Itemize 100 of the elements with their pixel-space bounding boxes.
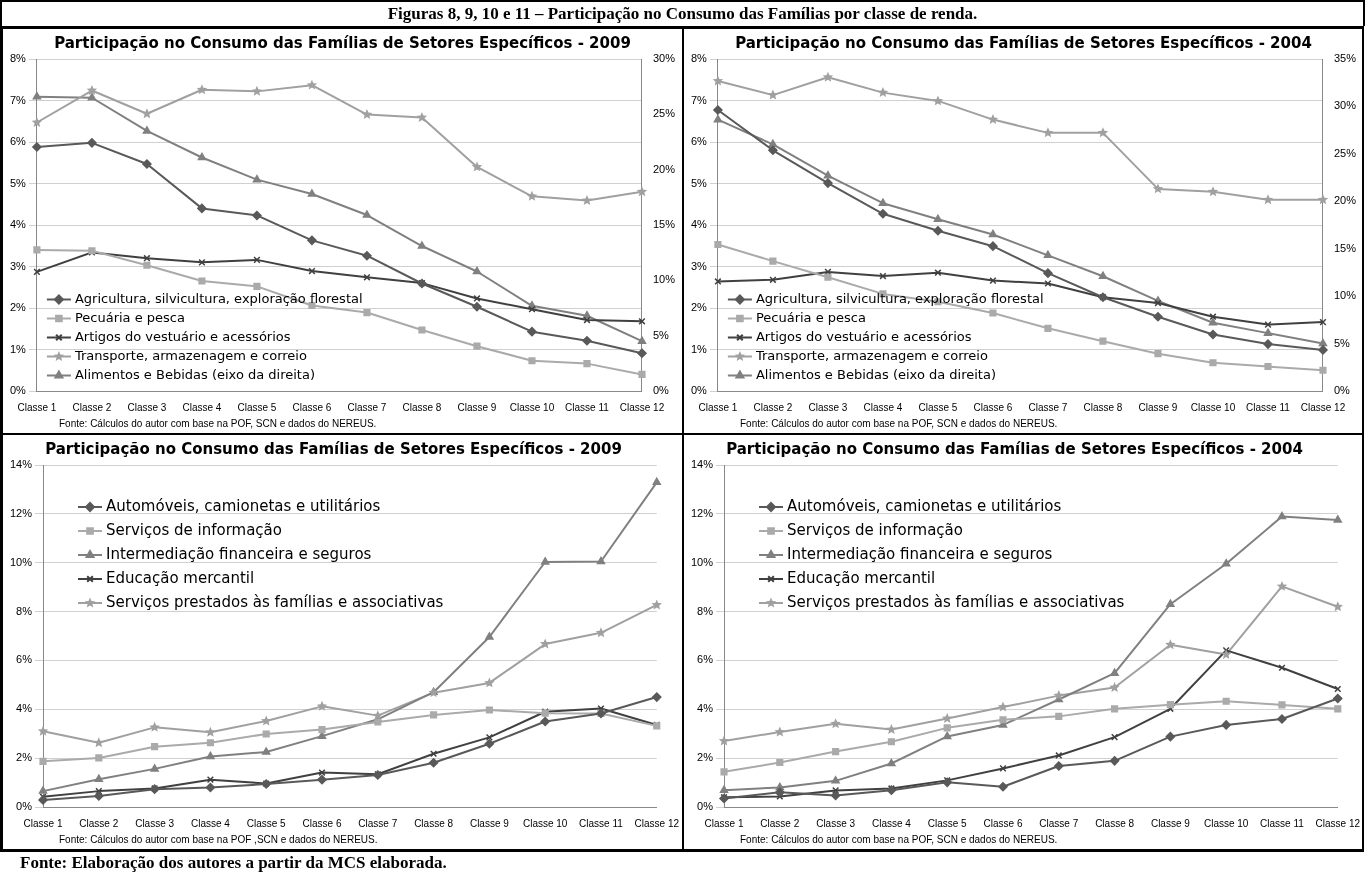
x-tick-label: Classe 11 [565, 401, 610, 413]
x-tick-label: Classe 7 [1028, 401, 1068, 413]
x-tick-label: Classe 2 [760, 817, 800, 829]
x-tick-label: Classe 6 [973, 401, 1013, 413]
y2-tick-label: 5% [652, 328, 670, 341]
y-tick-label: 2% [697, 751, 714, 764]
source-note: Fonte: Cálculos do autor com base na POF, SCN e dados do NEREUS. [739, 833, 1059, 847]
legend-label: Alimentos e Bebidas (eixo da direita) [74, 366, 315, 382]
x-tick-label: Classe 1 [23, 817, 63, 829]
y-tick-label: 0% [9, 384, 27, 397]
y-tick-label: 12% [9, 506, 33, 519]
x-tick-label: Classe 1 [698, 401, 738, 413]
x-tick-label: Classe 10 [1190, 401, 1236, 413]
x-tick-label: Classe 10 [509, 401, 555, 413]
y-tick-label: 0% [697, 800, 714, 813]
x-tick-label: Classe 3 [135, 817, 175, 829]
x-tick-label: Classe 12 [634, 817, 680, 829]
legend-label: Pecuária e pesca [755, 309, 866, 325]
y-tick-label: 3% [690, 259, 708, 272]
legend-label: Educação mercantil [106, 568, 255, 587]
x-tick-label: Classe 5 [918, 401, 958, 413]
source-note: Fonte: Cálculos do autor com base na POF ,SCN e dados do NEREUS. [58, 833, 379, 847]
y-tick-label: 6% [697, 653, 714, 666]
source-note: Fonte: Cálculos do autor com base na POF, SCN e dados do NEREUS. [58, 417, 378, 431]
y-tick-label: 3% [9, 259, 27, 272]
y2-tick-label: 25% [1333, 146, 1357, 159]
x-tick-label: Classe 9 [1138, 401, 1178, 413]
x-tick-label: Classe 12 [1300, 401, 1346, 413]
y-tick-label: 4% [697, 702, 714, 715]
legend-label: Serviços de informação [106, 520, 282, 539]
y-tick-label: 2% [690, 301, 708, 314]
y-tick-label: 0% [16, 800, 33, 813]
x-tick-label: Classe 8 [1095, 817, 1135, 829]
x-tick-label: Classe 5 [237, 401, 277, 413]
x-tick-label: Classe 1 [17, 401, 57, 413]
y-tick-label: 1% [690, 342, 708, 355]
source-note: Fonte: Elaboração dos autores a partir da MCS elaborada. [20, 852, 448, 874]
y2-tick-label: 25% [652, 107, 676, 120]
x-tick-label: Classe 4 [871, 817, 912, 829]
y-tick-label: 12% [690, 506, 714, 519]
y-tick-label: 10% [690, 555, 714, 568]
x-tick-label: Classe 8 [402, 401, 442, 413]
x-tick-label: Classe 3 [816, 817, 856, 829]
y-tick-label: 8% [16, 604, 33, 617]
chart-title: Participação no Consumo das Famílias de Setores Específicos - 2004 [735, 33, 1312, 52]
x-tick-label: Classe 8 [414, 817, 454, 829]
legend-label: Intermediação financeira e seguros [106, 544, 372, 563]
y-tick-label: 6% [9, 135, 27, 148]
y-tick-label: 4% [16, 702, 33, 715]
legend-label: Intermediação financeira e seguros [787, 544, 1053, 563]
y2-tick-label: 35% [1333, 52, 1357, 65]
y-tick-label: 5% [9, 176, 27, 189]
y2-tick-label: 15% [652, 218, 676, 231]
y-tick-label: 2% [16, 751, 33, 764]
y-tick-label: 14% [690, 458, 714, 471]
y-tick-label: 1% [9, 342, 27, 355]
y-tick-label: 10% [9, 555, 33, 568]
y-tick-label: 7% [690, 93, 708, 106]
x-tick-label: Classe 12 [1315, 817, 1361, 829]
y2-tick-label: 0% [652, 384, 670, 397]
x-tick-label: Classe 4 [863, 401, 903, 413]
legend-label: Educação mercantil [787, 568, 936, 587]
x-tick-label: Classe 7 [1039, 817, 1079, 829]
legend-label: Automóveis, camionetas e utilitários [106, 496, 381, 515]
y2-tick-label: 30% [652, 52, 676, 65]
y-tick-label: 5% [690, 176, 708, 189]
x-tick-label: Classe 3 [808, 401, 848, 413]
chart-title: Participação no Consumo das Famílias de Setores Específicos - 2004 [726, 439, 1303, 458]
y-tick-label: 8% [697, 604, 714, 617]
x-tick-label: Classe 5 [246, 817, 287, 829]
x-tick-label: Classe 5 [927, 817, 968, 829]
legend-label: Serviços prestados às famílias e associativas [106, 592, 444, 611]
y-tick-label: 8% [690, 52, 708, 65]
x-tick-label: Classe 11 [1260, 817, 1305, 829]
x-tick-label: Classe 8 [1083, 401, 1123, 413]
legend-label: Agricultura, silvicultura, exploração florestal [755, 290, 1044, 306]
x-tick-label: Classe 6 [983, 817, 1023, 829]
x-tick-label: Classe 11 [1246, 401, 1291, 413]
y2-tick-label: 0% [1333, 384, 1351, 397]
x-tick-label: Classe 3 [127, 401, 167, 413]
y-tick-label: 4% [690, 218, 708, 231]
x-tick-label: Classe 4 [190, 817, 231, 829]
legend-label: Artigos do vestuário e acessórios [74, 328, 291, 344]
y2-tick-label: 10% [1333, 289, 1357, 302]
legend-label: Transporte, armazenagem e correio [73, 347, 307, 363]
x-tick-label: Classe 6 [292, 401, 332, 413]
x-tick-label: Classe 9 [1150, 817, 1191, 829]
legend-label: Transporte, armazenagem e correio [754, 347, 988, 363]
legend-label: Automóveis, camionetas e utilitários [787, 496, 1062, 515]
x-tick-label: Classe 2 [753, 401, 793, 413]
y2-tick-label: 30% [1333, 99, 1357, 112]
source-note: Fonte: Cálculos do autor com base na POF, SCN e dados do NEREUS. [739, 417, 1059, 431]
y-tick-label: 7% [9, 93, 27, 106]
x-tick-label: Classe 7 [347, 401, 387, 413]
y-tick-label: 0% [690, 384, 708, 397]
x-tick-label: Classe 6 [302, 817, 342, 829]
legend-label: Agricultura, silvicultura, exploração florestal [74, 290, 363, 306]
y2-tick-label: 10% [652, 273, 676, 286]
x-tick-label: Classe 9 [457, 401, 497, 413]
chart-title: Participação no Consumo das Famílias de Setores Específicos - 2009 [54, 33, 631, 52]
